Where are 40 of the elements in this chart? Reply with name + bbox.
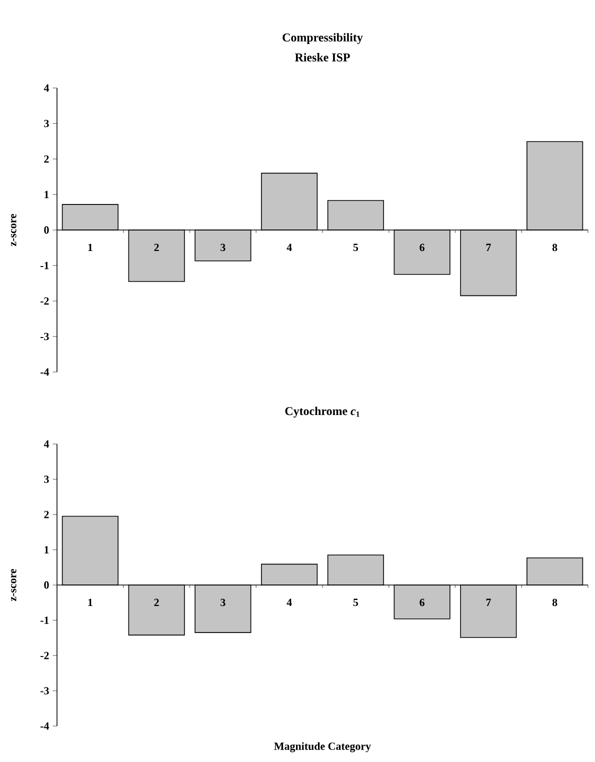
- x-tick-label: 2: [154, 598, 159, 606]
- x-axis-title: Magnitude Category: [274, 742, 371, 752]
- y-tick-label: -3: [40, 332, 49, 340]
- y-tick-label: 2: [44, 155, 49, 163]
- x-tick-label: 7: [486, 598, 491, 606]
- y-axis-title: z-score: [11, 568, 16, 602]
- y-tick-label: -4: [40, 368, 50, 376]
- y-tick-label: 1: [44, 546, 49, 554]
- y-tick-label: 4: [44, 440, 50, 448]
- y-tick-label: 2: [44, 510, 49, 518]
- chart-title: Compressibility: [282, 33, 363, 44]
- y-tick-label: 4: [44, 84, 50, 92]
- y-tick-label: -2: [40, 652, 49, 660]
- x-tick-label: 6: [420, 244, 424, 252]
- x-tick-label: 3: [220, 598, 226, 606]
- x-tick-label: 1: [88, 598, 92, 606]
- y-tick-label: -3: [40, 687, 49, 694]
- x-tick-label: 3: [220, 244, 226, 252]
- chart-title: Cytochrome c$_{1}$: [285, 406, 360, 418]
- y-axis-title: z-score: [11, 214, 16, 246]
- y-tick-label: -1: [40, 262, 49, 270]
- y-tick-label: 0: [44, 581, 49, 589]
- x-tick-label: 4: [286, 598, 292, 606]
- x-tick-label: 2: [154, 244, 159, 252]
- x-tick-label: 1: [88, 244, 92, 252]
- chart-subtitle: Rieske ISP: [294, 53, 350, 62]
- x-tick-label: 8: [552, 244, 558, 252]
- y-tick-label: 3: [44, 476, 49, 483]
- y-tick-label: 0: [44, 226, 49, 234]
- x-tick-label: 5: [353, 598, 358, 606]
- x-tick-label: 8: [552, 598, 558, 606]
- y-tick-label: 3: [44, 120, 49, 128]
- x-tick-label: 7: [486, 244, 491, 251]
- y-tick-label: -2: [40, 297, 49, 305]
- x-tick-label: 5: [353, 244, 358, 252]
- x-tick-label: 4: [286, 244, 292, 251]
- x-tick-label: 6: [420, 598, 424, 606]
- y-tick-label: -1: [40, 616, 49, 624]
- y-tick-label: 1: [44, 190, 49, 198]
- y-tick-label: -4: [40, 722, 50, 730]
